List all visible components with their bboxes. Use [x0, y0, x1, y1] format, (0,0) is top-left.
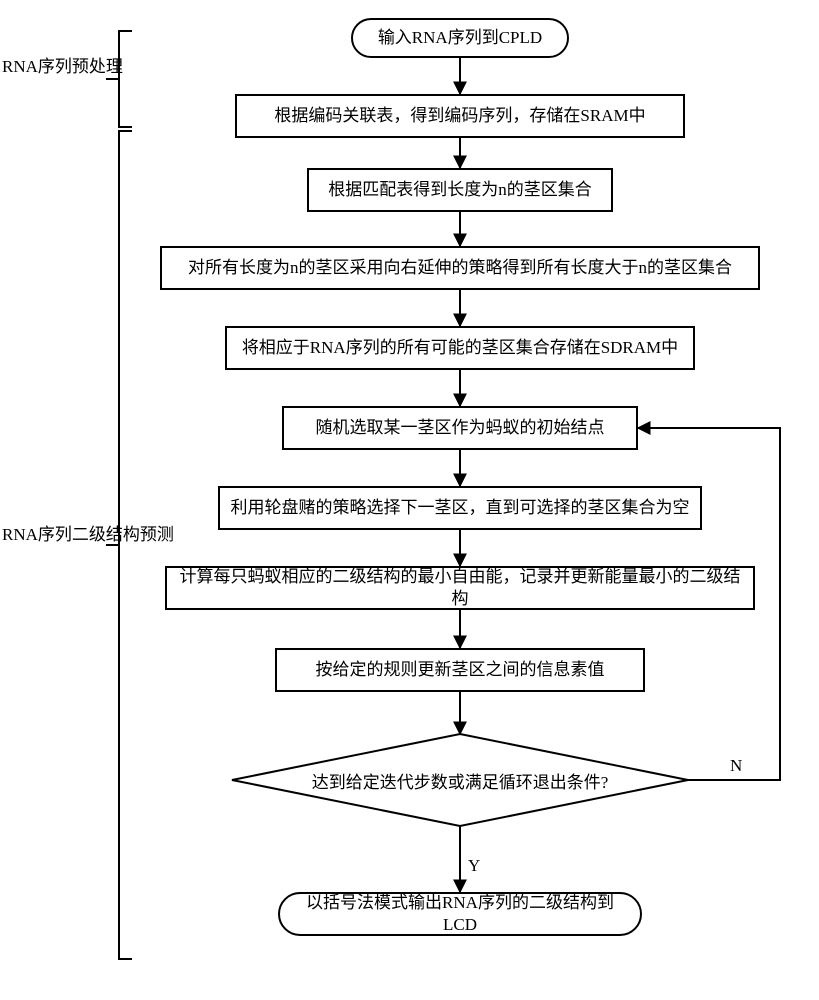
bracket-predict-tick-top — [118, 130, 132, 132]
bracket-preprocess-tick-top — [118, 30, 132, 32]
node-extend: 对所有长度为n的茎区采用向右延伸的策略得到所有长度大于n的茎区集合 — [160, 246, 760, 290]
node-roulette-text: 利用轮盘赌的策略选择下一茎区，直到可选择的茎区集合为空 — [231, 497, 690, 519]
node-encode-text: 根据编码关联表，得到编码序列，存储在SRAM中 — [274, 105, 645, 127]
node-stem-n-text: 根据匹配表得到长度为n的茎区集合 — [328, 179, 592, 201]
node-init-ant: 随机选取某一茎区作为蚂蚁的初始结点 — [282, 406, 638, 450]
node-energy: 计算每只蚂蚁相应的二级结构的最小自由能，记录并更新能量最小的二级结构 — [165, 566, 755, 610]
node-store: 将相应于RNA序列的所有可能的茎区集合存储在SDRAM中 — [225, 326, 695, 370]
node-decision-text: 达到给定迭代步数或满足循环退出条件? — [230, 732, 690, 828]
node-extend-text: 对所有长度为n的茎区采用向右延伸的策略得到所有长度大于n的茎区集合 — [188, 257, 732, 279]
bracket-predict-bar — [118, 130, 120, 960]
node-encode: 根据编码关联表，得到编码序列，存储在SRAM中 — [235, 94, 685, 138]
bracket-predict-tick-bot — [118, 958, 132, 960]
node-pheromone: 按给定的规则更新茎区之间的信息素值 — [275, 648, 645, 692]
flowchart-canvas: RNA序列预处理 RNA序列二级结构预测 输入RNA序列到CPLD 根据编码关联… — [0, 0, 819, 1000]
node-start-text: 输入RNA序列到CPLD — [378, 27, 542, 49]
edge-label-yes: Y — [468, 856, 480, 876]
node-energy-text: 计算每只蚂蚁相应的二级结构的最小自由能，记录并更新能量最小的二级结构 — [177, 566, 743, 610]
bracket-preprocess-tick-mid — [106, 78, 118, 80]
node-store-text: 将相应于RNA序列的所有可能的茎区集合存储在SDRAM中 — [242, 337, 678, 359]
section-label-preprocess: RNA序列预处理 — [2, 56, 106, 78]
node-roulette: 利用轮盘赌的策略选择下一茎区，直到可选择的茎区集合为空 — [218, 486, 702, 530]
node-stem-n: 根据匹配表得到长度为n的茎区集合 — [307, 168, 613, 212]
edge-label-no: N — [730, 756, 742, 776]
node-decision: 达到给定迭代步数或满足循环退出条件? — [230, 732, 690, 828]
node-output: 以括号法模式输出RNA序列的二级结构到LCD — [278, 892, 642, 936]
node-start: 输入RNA序列到CPLD — [351, 18, 569, 58]
node-output-text: 以括号法模式输出RNA序列的二级结构到LCD — [290, 892, 630, 936]
section-label-predict: RNA序列二级结构预测 — [2, 524, 106, 546]
bracket-predict-tick-mid — [106, 544, 118, 546]
bracket-preprocess-tick-bot — [118, 126, 132, 128]
node-pheromone-text: 按给定的规则更新茎区之间的信息素值 — [316, 659, 605, 681]
bracket-preprocess-bar — [118, 30, 120, 128]
node-init-ant-text: 随机选取某一茎区作为蚂蚁的初始结点 — [316, 417, 605, 439]
